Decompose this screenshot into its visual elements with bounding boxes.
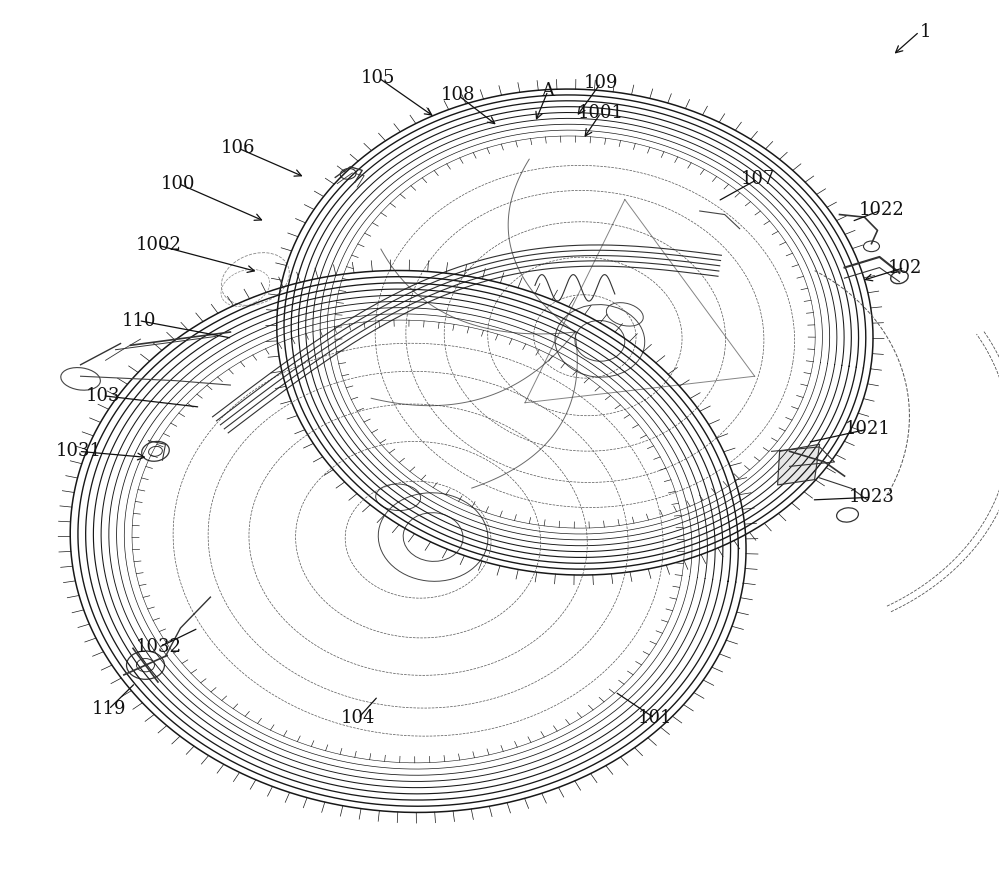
Text: 1: 1	[919, 23, 931, 41]
Text: A: A	[541, 81, 554, 100]
Text: 1031: 1031	[56, 442, 102, 460]
Text: 106: 106	[221, 139, 256, 158]
Text: 105: 105	[361, 68, 395, 87]
Text: 110: 110	[121, 312, 156, 329]
Text: 101: 101	[638, 709, 672, 727]
Text: 1022: 1022	[859, 201, 904, 219]
Polygon shape	[778, 444, 820, 485]
Text: 107: 107	[740, 170, 775, 189]
Text: 1002: 1002	[136, 236, 181, 255]
Text: 1021: 1021	[845, 420, 890, 438]
Text: 1001: 1001	[578, 104, 624, 122]
Text: 109: 109	[584, 73, 618, 92]
Text: 1023: 1023	[849, 489, 894, 506]
Text: 1032: 1032	[136, 638, 181, 657]
Text: 102: 102	[887, 258, 922, 276]
Text: 100: 100	[161, 174, 196, 193]
Text: 119: 119	[91, 700, 126, 719]
Text: 103: 103	[85, 387, 120, 404]
Text: 104: 104	[341, 709, 375, 727]
Text: 108: 108	[441, 86, 475, 104]
